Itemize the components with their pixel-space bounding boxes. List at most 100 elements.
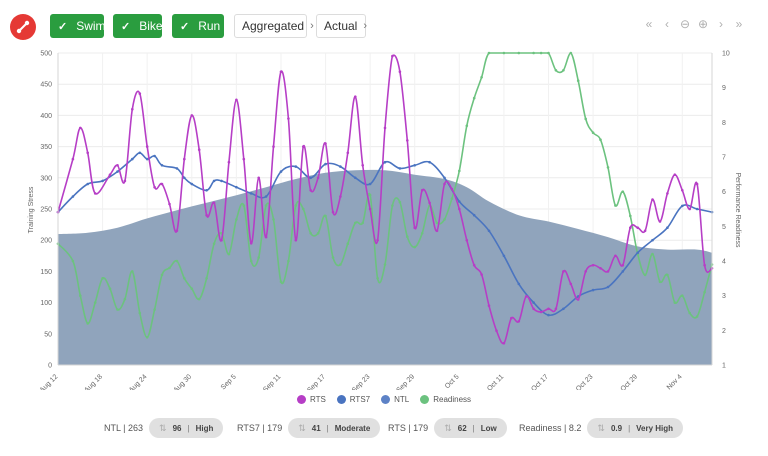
data-point-rts[interactable] — [502, 341, 506, 345]
data-point-rts7[interactable] — [472, 213, 476, 217]
data-point-rts7[interactable] — [428, 160, 431, 164]
data-point-readiness[interactable] — [205, 277, 208, 280]
data-point-rts[interactable] — [406, 139, 409, 142]
data-point-rts[interactable] — [651, 198, 654, 201]
data-point-rts[interactable] — [480, 273, 483, 276]
data-point-rts[interactable] — [510, 316, 513, 320]
data-point-rts[interactable] — [205, 213, 208, 217]
legend-item-readiness[interactable]: Readiness — [420, 395, 471, 404]
data-point-readiness[interactable] — [79, 294, 82, 298]
data-point-rts[interactable] — [346, 151, 350, 155]
data-point-readiness[interactable] — [458, 169, 461, 173]
data-point-rts[interactable] — [636, 226, 639, 229]
data-point-readiness[interactable] — [502, 51, 506, 55]
data-point-rts[interactable] — [681, 189, 684, 192]
legend-item-rts7[interactable]: RTS7 — [336, 395, 370, 404]
data-point-rts7[interactable] — [339, 165, 342, 168]
data-point-rts7[interactable] — [101, 179, 104, 183]
data-point-readiness[interactable] — [576, 79, 580, 82]
data-point-rts7[interactable] — [220, 179, 223, 183]
data-point-rts[interactable] — [309, 189, 313, 192]
data-point-readiness[interactable] — [703, 290, 706, 294]
first-page-icon[interactable]: « — [645, 17, 653, 31]
data-point-readiness[interactable] — [517, 51, 521, 55]
data-point-rts7[interactable] — [309, 176, 313, 180]
data-point-rts7[interactable] — [443, 176, 446, 180]
data-point-readiness[interactable] — [279, 280, 283, 284]
data-point-rts[interactable] — [576, 298, 580, 301]
data-point-readiness[interactable] — [131, 270, 134, 273]
data-point-readiness[interactable] — [547, 51, 550, 55]
data-point-readiness[interactable] — [86, 322, 89, 325]
data-point-rts7[interactable] — [294, 165, 298, 168]
data-point-rts[interactable] — [249, 242, 253, 245]
data-point-rts7[interactable] — [487, 229, 491, 233]
data-point-rts[interactable] — [621, 263, 625, 267]
data-point-rts[interactable] — [123, 179, 127, 183]
data-point-rts7[interactable] — [279, 170, 283, 173]
data-point-readiness[interactable] — [123, 297, 127, 301]
data-point-rts7[interactable] — [183, 176, 186, 180]
filter-swim-toggle[interactable]: ✓ Swim — [50, 14, 106, 38]
data-point-rts7[interactable] — [205, 189, 208, 192]
data-point-rts[interactable] — [279, 70, 283, 73]
data-point-readiness[interactable] — [651, 252, 654, 256]
data-point-readiness[interactable] — [666, 273, 669, 277]
data-point-rts[interactable] — [212, 201, 216, 205]
data-point-readiness[interactable] — [138, 311, 142, 315]
data-point-rts[interactable] — [673, 173, 677, 176]
data-point-rts[interactable] — [361, 164, 365, 167]
next-page-icon[interactable]: › — [719, 17, 723, 31]
data-point-readiness[interactable] — [695, 315, 699, 318]
data-point-readiness[interactable] — [294, 204, 298, 207]
data-point-readiness[interactable] — [383, 263, 387, 266]
data-point-rts7[interactable] — [116, 170, 119, 173]
data-point-rts7[interactable] — [145, 157, 149, 161]
data-point-readiness[interactable] — [309, 232, 313, 235]
data-point-readiness[interactable] — [272, 218, 275, 221]
data-point-rts[interactable] — [316, 176, 320, 180]
data-point-readiness[interactable] — [614, 204, 617, 207]
data-point-rts[interactable] — [666, 192, 669, 195]
data-point-readiness[interactable] — [257, 256, 261, 259]
data-point-rts[interactable] — [131, 107, 134, 111]
data-point-rts[interactable] — [695, 182, 699, 186]
data-point-rts[interactable] — [703, 263, 706, 267]
data-point-readiness[interactable] — [487, 51, 491, 55]
data-point-rts[interactable] — [658, 220, 662, 223]
training-chart[interactable]: 0 50 100 150 200 250 300 350 400 450 500 1 2 3 4 5 6 7 8 9 1… — [0, 40, 768, 391]
data-point-rts[interactable] — [331, 210, 335, 214]
data-point-rts[interactable] — [532, 307, 535, 311]
data-point-readiness[interactable] — [145, 336, 149, 339]
data-point-rts7[interactable] — [621, 270, 625, 273]
data-point-rts[interactable] — [606, 270, 610, 273]
data-point-readiness[interactable] — [443, 218, 446, 221]
data-point-rts[interactable] — [257, 176, 261, 180]
data-point-rts[interactable] — [71, 157, 75, 161]
data-point-rts7[interactable] — [264, 195, 268, 198]
data-point-rts[interactable] — [235, 98, 238, 102]
data-point-rts7[interactable] — [86, 182, 89, 186]
data-point-rts[interactable] — [458, 207, 461, 211]
data-point-rts[interactable] — [554, 307, 558, 311]
zoom-out-icon[interactable]: ⊖ — [679, 17, 691, 31]
data-point-rts7[interactable] — [681, 204, 684, 208]
data-point-rts[interactable] — [183, 157, 186, 161]
data-point-readiness[interactable] — [287, 259, 290, 263]
data-point-readiness[interactable] — [101, 277, 104, 280]
data-point-rts[interactable] — [383, 126, 387, 130]
filter-bike-toggle[interactable]: ✓ Bike — [113, 14, 163, 38]
data-point-readiness[interactable] — [316, 232, 320, 235]
data-point-rts[interactable] — [465, 238, 469, 242]
data-point-rts[interactable] — [584, 270, 587, 273]
data-point-rts[interactable] — [138, 92, 142, 95]
data-point-rts7[interactable] — [398, 167, 402, 170]
data-point-rts7[interactable] — [502, 254, 506, 258]
previous-page-icon[interactable]: ‹ — [665, 17, 669, 31]
data-point-rts7[interactable] — [562, 307, 565, 311]
data-point-rts7[interactable] — [606, 285, 610, 289]
data-point-readiness[interactable] — [190, 287, 194, 291]
data-point-rts[interactable] — [197, 148, 201, 151]
data-point-readiness[interactable] — [562, 69, 565, 72]
data-point-rts[interactable] — [472, 263, 476, 267]
